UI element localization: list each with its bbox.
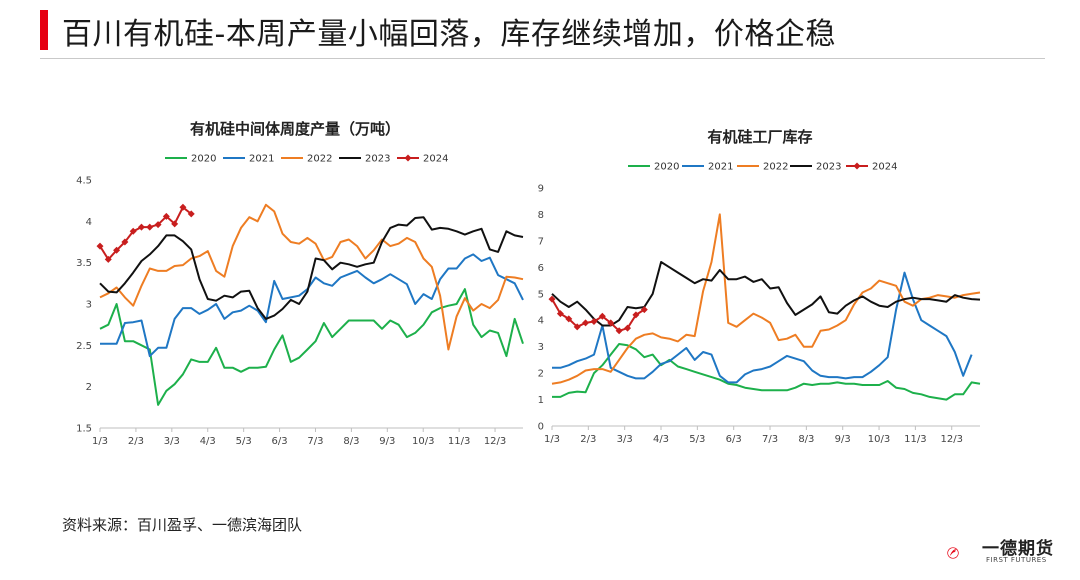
series-line-2023	[99, 216, 524, 320]
data-point-2024	[154, 221, 162, 229]
x-tick-label: 5/3	[236, 436, 252, 447]
logo-name: 一德期货	[982, 539, 1054, 559]
company-logo	[947, 547, 959, 559]
source-note: 资料来源：百川盈孚、一德滨海团队	[62, 516, 303, 534]
x-tick-label: 7/3	[762, 434, 778, 445]
data-point-2024	[598, 312, 606, 320]
legend-label-2024: 2024	[423, 154, 448, 165]
data-point-2024	[113, 246, 121, 254]
logo-subtitle: FIRST FUTURES	[986, 556, 1047, 564]
y-tick-label: 4.5	[76, 176, 92, 187]
y-tick-label: 7	[538, 236, 544, 247]
legend-label-2021: 2021	[708, 162, 733, 173]
data-point-2024	[162, 212, 170, 220]
legend-marker-2024	[404, 154, 412, 162]
legend-label-2022: 2022	[307, 154, 332, 165]
data-point-2024	[96, 242, 104, 250]
data-point-2024	[548, 295, 556, 303]
legend-label-2024: 2024	[872, 162, 897, 173]
x-tick-label: 9/3	[835, 434, 851, 445]
y-tick-label: 6	[538, 263, 544, 274]
x-tick-label: 2/3	[128, 436, 144, 447]
inventory-chart: 有机硅工厂库存 0 1 2 3 4 5 6 7 8 9 1/3 2/3 3/3 4/3 5/3 6/3 7/3 8/…	[538, 128, 981, 445]
data-point-2024	[624, 324, 632, 332]
data-point-2024	[179, 203, 187, 211]
series-line-2024	[551, 298, 645, 332]
y-tick-label: 3	[86, 300, 92, 311]
series-line-2024	[99, 206, 192, 261]
data-point-2024	[171, 220, 179, 228]
data-point-2024	[121, 238, 129, 246]
x-tick-label: 8/3	[798, 434, 814, 445]
legend-label-2020: 2020	[654, 162, 679, 173]
x-tick-label: 1/3	[544, 434, 560, 445]
y-tick-label: 0	[538, 422, 544, 433]
y-tick-label: 4	[538, 316, 544, 327]
x-tick-label: 6/3	[726, 434, 742, 445]
legend-marker-2024	[853, 162, 861, 170]
y-tick-label: 8	[538, 210, 544, 221]
x-tick-label: 4/3	[653, 434, 669, 445]
x-tick-label: 3/3	[164, 436, 180, 447]
legend-label-2021: 2021	[249, 154, 274, 165]
data-point-2024	[607, 319, 615, 327]
x-tick-label: 4/3	[200, 436, 216, 447]
legend-label-2022: 2022	[763, 162, 788, 173]
data-point-2024	[556, 310, 564, 318]
x-tick-label: 12/3	[484, 436, 506, 447]
data-point-2024	[565, 315, 573, 323]
x-tick-label: 5/3	[689, 434, 705, 445]
series-line-2020	[552, 343, 981, 401]
data-point-2024	[573, 323, 581, 331]
legend-label-2023: 2023	[816, 162, 841, 173]
y-tick-label: 2	[86, 382, 92, 393]
data-point-2024	[640, 306, 648, 314]
y-tick-label: 2.5	[76, 341, 92, 352]
x-tick-label: 2/3	[580, 434, 596, 445]
series-line-2021	[100, 253, 524, 358]
production-chart: 有机硅中间体周度产量（万吨） 1.5 2 2.5 3 3.5 4 4.5 1/3 2/3 3/3 4/…	[76, 120, 524, 447]
legend-label-2023: 2023	[365, 154, 390, 165]
title-divider	[40, 58, 1045, 59]
data-point-2024	[187, 210, 195, 218]
chart-title: 有机硅中间体周度产量（万吨）	[190, 120, 400, 138]
series-line-2023	[551, 261, 981, 327]
y-tick-label: 2	[538, 369, 544, 380]
y-tick-label: 1.5	[76, 424, 92, 435]
data-point-2024	[632, 311, 640, 319]
x-tick-label: 1/3	[92, 436, 108, 447]
x-tick-label: 7/3	[307, 436, 323, 447]
data-point-2024	[590, 318, 598, 326]
x-tick-label: 10/3	[412, 436, 434, 447]
y-tick-label: 1	[538, 395, 544, 406]
title-accent-bar	[40, 10, 48, 50]
series-line-2021	[552, 271, 973, 384]
series-line-2020	[99, 288, 524, 406]
x-tick-label: 11/3	[904, 434, 926, 445]
y-tick-label: 4	[86, 217, 92, 228]
x-tick-label: 12/3	[940, 434, 962, 445]
series-line-2022	[551, 213, 981, 385]
x-tick-label: 3/3	[617, 434, 633, 445]
series-line-2022	[99, 203, 524, 351]
x-tick-label: 9/3	[379, 436, 395, 447]
x-tick-label: 6/3	[272, 436, 288, 447]
y-tick-label: 9	[538, 184, 544, 195]
data-point-2024	[137, 223, 145, 231]
x-tick-label: 8/3	[343, 436, 359, 447]
data-point-2024	[129, 227, 137, 235]
legend-label-2020: 2020	[191, 154, 216, 165]
y-tick-label: 5	[538, 289, 544, 300]
data-point-2024	[146, 223, 154, 231]
y-tick-label: 3.5	[76, 258, 92, 269]
data-point-2024	[582, 319, 590, 327]
x-tick-label: 10/3	[868, 434, 890, 445]
chart-title: 有机硅工厂库存	[707, 128, 812, 146]
y-tick-label: 3	[538, 342, 544, 353]
page-title: 百川有机硅-本周产量小幅回落，库存继续增加，价格企稳	[62, 17, 836, 52]
x-tick-label: 11/3	[448, 436, 470, 447]
data-point-2024	[615, 327, 623, 335]
